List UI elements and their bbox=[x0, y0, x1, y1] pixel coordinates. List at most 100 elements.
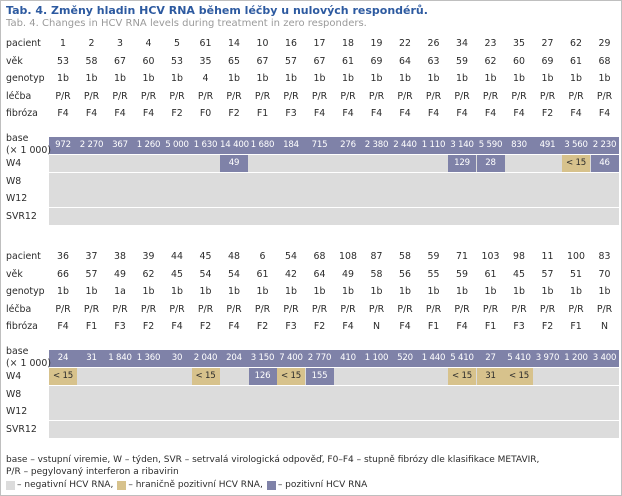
base-value-cell: 204 bbox=[226, 353, 242, 363]
vek-cell: 66 bbox=[57, 268, 69, 280]
pacient-cell: 2 bbox=[88, 38, 95, 49]
genotyp-cell: 1b bbox=[57, 73, 69, 84]
base-value-cell: 184 bbox=[283, 140, 299, 150]
w4-value-cell: 49 bbox=[220, 155, 248, 172]
genotyp-cell: 1b bbox=[85, 286, 98, 297]
base-value-cell: 410 bbox=[340, 353, 356, 363]
lecba-cell: P/R bbox=[568, 90, 584, 102]
genotyp-cell: 1b bbox=[399, 73, 411, 84]
genotyp-cell: 1b bbox=[114, 73, 126, 84]
vek-cell: 58 bbox=[370, 268, 383, 280]
fibroza-cell: F4 bbox=[427, 108, 440, 119]
vek-cell: 69 bbox=[370, 55, 383, 67]
pacient-cell: 44 bbox=[171, 251, 183, 262]
fibroza-cell: F2 bbox=[228, 108, 240, 119]
base-value-cell: 276 bbox=[340, 140, 356, 150]
fibroza-cell: F4 bbox=[342, 321, 354, 332]
base-value-cell: 27 bbox=[485, 353, 496, 363]
pacient-cell: 100 bbox=[567, 251, 585, 262]
lecba-cell: P/R bbox=[368, 303, 385, 315]
vek-cell: 70 bbox=[598, 268, 611, 280]
vek-cell: 53 bbox=[57, 55, 69, 67]
genotyp-cell: 1b bbox=[228, 73, 240, 84]
row-label-genotyp: genotyp bbox=[6, 286, 45, 297]
pacient-cell: 11 bbox=[541, 251, 554, 262]
lecba-cell: P/R bbox=[511, 90, 527, 102]
lecba-cell: P/R bbox=[112, 90, 128, 102]
pacient-cell: 23 bbox=[484, 38, 497, 49]
genotyp-cell: 1b bbox=[427, 286, 440, 297]
week-band-svr12 bbox=[49, 420, 619, 438]
pacient-cell: 26 bbox=[427, 38, 440, 49]
legend-swatch-negative bbox=[6, 480, 15, 490]
base-value-cell: 14 400 bbox=[220, 140, 249, 150]
vek-cell: 65 bbox=[228, 55, 240, 67]
base-value-cell: 1 200 bbox=[564, 353, 588, 363]
vek-cell: 57 bbox=[285, 55, 297, 67]
row-label-genotyp: genotyp bbox=[6, 73, 45, 84]
genotyp-cell: 1b bbox=[456, 73, 468, 84]
vek-cell: 67 bbox=[313, 55, 326, 67]
lecba-cell: P/R bbox=[340, 303, 356, 315]
lecba-cell: P/R bbox=[140, 90, 157, 102]
genotyp-cell: 1b bbox=[598, 73, 611, 84]
base-value-cell: 31 bbox=[86, 353, 97, 363]
vek-cell: 60 bbox=[513, 55, 525, 67]
fibroza-cell: F4 bbox=[570, 108, 582, 119]
lecba-cell: P/R bbox=[197, 90, 214, 102]
lecba-cell: P/R bbox=[283, 303, 299, 315]
lecba-cell: P/R bbox=[368, 90, 385, 102]
pacient-cell: 1 bbox=[60, 38, 66, 49]
row-label-base: base bbox=[6, 346, 29, 357]
base-value-cell: 5 590 bbox=[478, 140, 503, 150]
week-band-w12 bbox=[49, 403, 619, 420]
row-label-w12: W12 bbox=[6, 193, 28, 204]
vek-cell: 55 bbox=[427, 268, 440, 280]
pacient-cell: 10 bbox=[256, 38, 269, 49]
vek-cell: 69 bbox=[541, 55, 554, 67]
legend-negative-label: – negativní HCV RNA, bbox=[17, 480, 114, 490]
lecba-cell: P/R bbox=[55, 303, 71, 315]
base-value-cell: 1 360 bbox=[136, 353, 161, 363]
vek-cell: 59 bbox=[456, 268, 468, 280]
genotyp-cell: 1b bbox=[85, 73, 98, 84]
row-label-svr12: SVR12 bbox=[6, 210, 37, 222]
vek-cell: 59 bbox=[456, 55, 468, 67]
fibroza-cell: F4 bbox=[598, 108, 611, 119]
fibroza-cell: F2 bbox=[171, 108, 183, 119]
lecba-cell: P/R bbox=[482, 90, 499, 102]
pacient-cell: 71 bbox=[456, 251, 468, 262]
genotyp-cell: 1b bbox=[57, 286, 69, 297]
base-value-cell: 5 410 bbox=[450, 353, 474, 363]
week-band-w8 bbox=[49, 385, 619, 403]
pacient-cell: 18 bbox=[342, 38, 354, 49]
w4-value-cell: < 15 bbox=[562, 155, 590, 172]
lecba-cell: P/R bbox=[596, 303, 613, 315]
genotyp-cell: 1b bbox=[570, 286, 582, 297]
pacient-cell: 5 bbox=[174, 38, 180, 49]
row-label-lecba: léčba bbox=[6, 303, 32, 315]
fibroza-cell: F3 bbox=[285, 108, 297, 119]
genotyp-cell: 1b bbox=[570, 73, 582, 84]
base-band bbox=[49, 137, 619, 154]
fibroza-cell: F4 bbox=[370, 108, 383, 119]
genotyp-cell: 1b bbox=[171, 73, 183, 84]
base-value-cell: 491 bbox=[539, 140, 556, 150]
row-label-base-unit: (× 1 000) bbox=[6, 145, 51, 156]
vek-cell: 62 bbox=[484, 55, 497, 67]
vek-cell: 57 bbox=[85, 268, 98, 280]
vek-cell: 61 bbox=[342, 55, 354, 67]
genotyp-cell: 1b bbox=[342, 73, 354, 84]
genotyp-cell: 1b bbox=[256, 286, 269, 297]
fibroza-cell: F2 bbox=[256, 321, 269, 332]
lecba-cell: P/R bbox=[169, 90, 185, 102]
genotyp-cell: 1a bbox=[114, 286, 126, 297]
fibroza-cell: F4 bbox=[342, 108, 354, 119]
genotyp-cell: 1b bbox=[399, 286, 411, 297]
table-title: Tab. 4. Změny hladin HCV RNA během léčby… bbox=[6, 4, 428, 17]
vek-cell: 58 bbox=[85, 55, 98, 67]
lecba-cell: P/R bbox=[539, 90, 556, 102]
fibroza-cell: F1 bbox=[85, 321, 98, 332]
fibroza-cell: F4 bbox=[484, 108, 497, 119]
lecba-cell: P/R bbox=[311, 303, 328, 315]
